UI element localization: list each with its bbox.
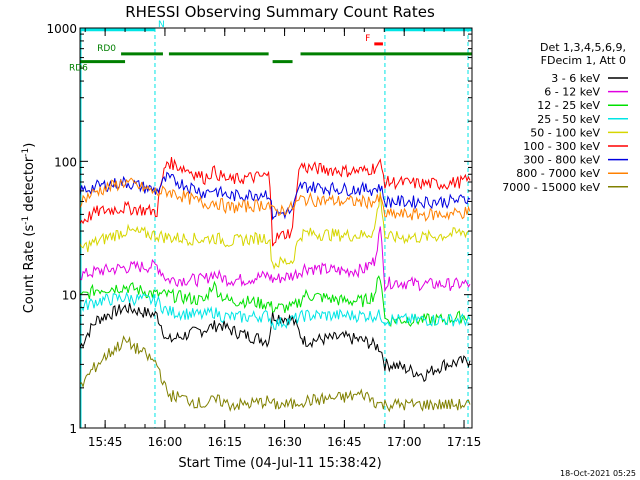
y-axis: 1 10 100 1000 xyxy=(46,22,472,436)
flag-label-rd6: RD6 xyxy=(69,64,88,74)
series-line-300-800-kev xyxy=(80,171,471,221)
timestamp: 18-Oct-2021 05:25 xyxy=(560,469,636,478)
flag-label-rd0: RD0 xyxy=(97,44,116,54)
y-tick-label-3: 1000 xyxy=(46,22,77,36)
series-line-800-7000-kev xyxy=(80,177,471,222)
legend-label-12-25-kev: 12 - 25 keV xyxy=(537,99,600,112)
legend-label-7000-15000-kev: 7000 - 15000 keV xyxy=(502,181,600,194)
x-tick-label-5: 17:00 xyxy=(387,435,422,449)
x-axis-label: Start Time (04-Jul-11 15:38:42) xyxy=(178,456,381,471)
x-tick-label-4: 16:45 xyxy=(327,435,362,449)
series-line-6-12-kev xyxy=(80,226,471,293)
flag-label-f: F xyxy=(365,34,370,44)
x-tick-label-2: 16:15 xyxy=(207,435,242,449)
legend: Det 1,3,4,5,6,9, FDecim 1, Att 0 3 - 6 k… xyxy=(502,41,628,194)
y-axis-label-start: Count Rate (s xyxy=(22,225,37,314)
legend-label-300-800-kev: 300 - 800 keV xyxy=(523,154,600,167)
series-line-100-300-kev xyxy=(80,157,471,247)
y-tick-label-2: 100 xyxy=(54,155,77,169)
legend-label-25-50-kev: 25 - 50 keV xyxy=(537,113,600,126)
series-line-3-6-kev xyxy=(80,302,471,383)
x-tick-label-6: 17:15 xyxy=(447,435,482,449)
series-line-7000-15000-kev xyxy=(80,335,471,413)
legend-label-100-300-kev: 100 - 300 keV xyxy=(523,140,600,153)
legend-label-3-6-kev: 3 - 6 keV xyxy=(551,72,600,85)
x-axis: 15:45 16:00 16:15 16:30 16:45 17:00 17:15 xyxy=(84,28,482,449)
legend-label-800-7000-kev: 800 - 7000 keV xyxy=(516,167,600,180)
series-line-25-50-kev xyxy=(80,291,471,330)
plot-marks xyxy=(80,28,472,428)
plot-frame xyxy=(79,27,473,429)
legend-label-6-12-kev: 6 - 12 keV xyxy=(544,86,600,99)
y-axis-label-end: ) xyxy=(22,143,37,148)
y-axis-label-sup2: -1 xyxy=(21,148,31,157)
y-axis-label-sup1: -1 xyxy=(21,216,31,225)
legend-header-line-2: FDecim 1, Att 0 xyxy=(541,54,626,67)
series-line-12-25-kev xyxy=(80,275,471,328)
y-axis-label-mid: detector xyxy=(22,156,37,216)
legend-label-50-100-kev: 50 - 100 keV xyxy=(530,126,600,139)
y-tick-label-0: 1 xyxy=(69,422,77,436)
series-line-50-100-kev xyxy=(80,192,471,271)
x-tick-label-1: 16:00 xyxy=(148,435,183,449)
x-tick-label-0: 15:45 xyxy=(88,435,123,449)
chart-title: RHESSI Observing Summary Count Rates xyxy=(125,3,435,21)
y-axis-label: Count Rate (s-1 detector-1) xyxy=(21,143,37,314)
legend-header-line-1: Det 1,3,4,5,6,9, xyxy=(540,41,626,54)
x-tick-label-3: 16:30 xyxy=(267,435,302,449)
flag-label-n: N xyxy=(158,20,165,30)
y-tick-label-1: 10 xyxy=(62,289,77,303)
